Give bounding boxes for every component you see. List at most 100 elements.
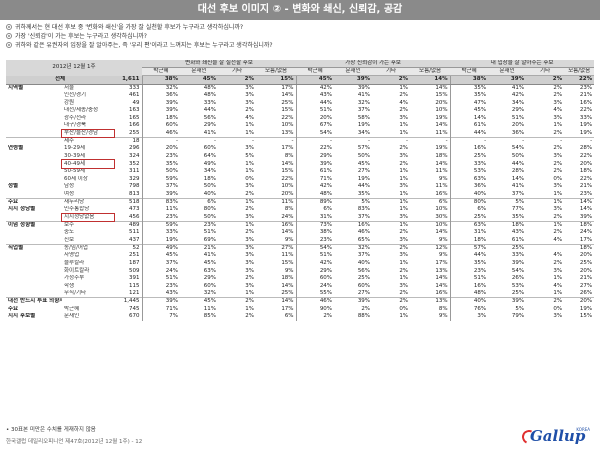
- row-value: 19%: [357, 175, 371, 182]
- row-value: 45%: [449, 107, 489, 115]
- row-value: 3%: [399, 252, 409, 259]
- row-value: 23%: [579, 190, 593, 197]
- row-value: 37%: [141, 183, 181, 191]
- table-row: 자영업 251 45% 41% 3% 11% 51% 37% 3% 9% 44% 33% 4% 20%: [6, 252, 594, 260]
- row-value: 23%: [141, 213, 181, 222]
- row-value: 3%: [553, 152, 563, 159]
- table-row: 성별 남성 798 37% 50% 3% 10% 42% 44% 3% 11% 36% 41% 3% 21%: [6, 183, 594, 191]
- row-value: 25%: [281, 290, 294, 297]
- row-sample: 255: [129, 129, 140, 136]
- row-value: 3%: [553, 267, 563, 274]
- row-value: 41%: [357, 92, 371, 98]
- row-value: 2%: [526, 297, 565, 306]
- row-value: 38%: [295, 229, 335, 237]
- row-value: 14%: [511, 175, 525, 182]
- row-value: 3%: [399, 114, 409, 121]
- row-label: 무직/기타: [64, 290, 87, 297]
- row-sample: 333: [129, 84, 140, 91]
- row-value: 19%: [435, 145, 448, 152]
- row-value: 16%: [334, 220, 373, 230]
- table-row: 광주/전라 165 18% 56% 4% 22% 20% 58% 3% 19% 14% 51% 3% 33…: [6, 114, 594, 123]
- row-group-label: [6, 252, 62, 260]
- row-value: 21%: [180, 243, 219, 253]
- row-value: 47%: [449, 99, 489, 107]
- row-value: 60%: [357, 282, 371, 289]
- row-value: 3%: [553, 99, 563, 106]
- table-row: 무직/기타 121 43% 32% 1% 25% 55% 27% 2% 16% 48% 25% 1% 26…: [6, 290, 594, 298]
- row-value: 48%: [295, 190, 335, 199]
- row-value: 17%: [579, 236, 593, 243]
- row-value: 48%: [203, 84, 217, 91]
- row-value: 43%: [141, 290, 181, 298]
- row-value: 2%: [245, 275, 255, 282]
- row-value: 4%: [553, 236, 563, 243]
- row-value: 4%: [399, 99, 409, 106]
- row-value: 18%: [141, 114, 181, 123]
- row-value: 39%: [141, 99, 181, 107]
- row-value: 35%: [449, 259, 489, 268]
- row-value: 44%: [511, 160, 525, 167]
- row-value: 3%: [245, 236, 255, 243]
- row-value: 57%: [357, 145, 371, 152]
- row-value: 2%: [553, 259, 563, 266]
- table-row: 가정주부 391 51% 29% 2% 18% 60% 25% 1% 14% 51% 26% 1% 21%: [6, 274, 594, 283]
- row-sample: 670: [129, 313, 140, 320]
- row-value: 24%: [281, 213, 294, 220]
- table-row: 인천/경기 461 36% 48% 3% 14% 43% 41% 2% 15% 35% 42% 2% 21…: [6, 91, 594, 100]
- table-row: 60세 이상 329 59% 18% 0% 22% 71% 19% 1% 9% 63% 14% 0% 22…: [6, 175, 594, 184]
- row-value: 1%: [553, 122, 563, 129]
- row-group-label: 연령별: [8, 145, 24, 152]
- row-value: -: [295, 137, 335, 146]
- row-value: -: [334, 137, 373, 146]
- row-value: 4%: [553, 282, 563, 289]
- subcol-header: 모름/없음: [410, 67, 451, 77]
- row-value: 61%: [449, 122, 489, 130]
- row-value: 15%: [281, 168, 294, 175]
- row-value: 35%: [141, 160, 181, 168]
- row-value: 3%: [245, 259, 255, 266]
- row-group-label: [6, 260, 62, 268]
- row-value: 90%: [295, 305, 335, 314]
- row-group-label: [6, 290, 62, 298]
- row-value: 39%: [141, 190, 181, 199]
- row-sample: 813: [129, 190, 140, 197]
- row-value: 39%: [579, 213, 593, 220]
- row-value: 3%: [245, 145, 255, 152]
- row-value: 19%: [579, 129, 593, 136]
- row-value: 79%: [511, 313, 525, 320]
- row-value: 32%: [141, 84, 181, 92]
- row-value: 51%: [449, 274, 489, 283]
- row-label: 광주/전라: [64, 114, 87, 121]
- page-title: 대선 후보 이미지 ② - 변화와 쇄신, 신뢰감, 공감: [0, 0, 600, 20]
- row-value: 51%: [203, 229, 217, 236]
- row-value: 0%: [553, 175, 563, 182]
- row-value: 14%: [435, 275, 448, 282]
- row-value: 60%: [141, 122, 181, 130]
- row-value: 1%: [245, 290, 255, 297]
- row-value: 6%: [180, 197, 219, 207]
- row-value: 3%: [245, 213, 255, 220]
- row-value: 71%: [295, 175, 335, 184]
- row-value: 5%: [515, 305, 525, 312]
- row-value: 1%: [399, 275, 409, 282]
- row-value: 18%: [579, 168, 593, 175]
- group-header-trust: 가장 신뢰감이 가는 후보: [296, 60, 451, 69]
- row-group-label: [6, 107, 62, 115]
- row-value: 35%: [449, 91, 489, 100]
- row-value: -: [410, 137, 451, 146]
- row-value: 14%: [579, 206, 593, 213]
- row-value: 3%: [245, 92, 255, 98]
- row-value: 1%: [399, 190, 409, 197]
- row-value: 11%: [141, 206, 181, 214]
- row-value: 39%: [295, 160, 335, 168]
- row-value: 64%: [203, 152, 217, 159]
- logo-name: Gallup: [530, 427, 586, 445]
- row-value: 2%: [218, 297, 257, 306]
- row-value: 28%: [579, 145, 593, 152]
- row-value: 59%: [141, 175, 181, 184]
- row-value: 14%: [281, 160, 294, 167]
- row-value: 20%: [435, 99, 448, 106]
- row-value: 37%: [357, 252, 371, 259]
- row-value: 4%: [553, 252, 563, 259]
- row-value: 8%: [438, 305, 448, 312]
